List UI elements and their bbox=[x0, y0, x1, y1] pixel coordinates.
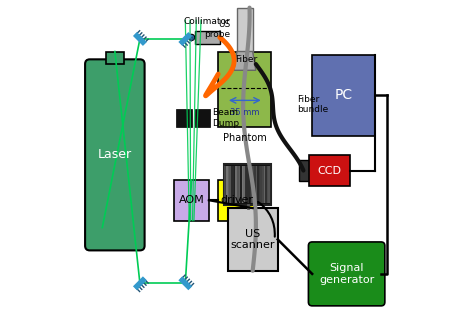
Text: Laser: Laser bbox=[98, 149, 132, 161]
Circle shape bbox=[189, 34, 195, 40]
FancyBboxPatch shape bbox=[85, 59, 145, 250]
Bar bbox=[231, 166, 232, 204]
Bar bbox=[245, 166, 246, 204]
Bar bbox=[225, 164, 272, 205]
Bar bbox=[309, 155, 350, 186]
Bar bbox=[225, 166, 226, 204]
FancyBboxPatch shape bbox=[309, 242, 385, 306]
Bar bbox=[267, 166, 268, 204]
Bar bbox=[176, 109, 191, 127]
Bar bbox=[195, 109, 210, 127]
Bar bbox=[265, 166, 267, 204]
Bar bbox=[226, 166, 228, 204]
Text: AOM: AOM bbox=[179, 195, 204, 205]
Bar bbox=[228, 166, 229, 204]
Text: Beam
Dump: Beam Dump bbox=[212, 108, 239, 128]
Bar bbox=[262, 166, 264, 204]
Bar bbox=[270, 166, 272, 204]
Bar bbox=[218, 52, 272, 127]
Text: Fiber
bundle: Fiber bundle bbox=[297, 95, 328, 114]
Text: Fiber: Fiber bbox=[236, 55, 258, 64]
Bar bbox=[259, 166, 261, 204]
Bar bbox=[236, 166, 237, 204]
Bar bbox=[264, 166, 265, 204]
Bar bbox=[246, 166, 248, 204]
Text: driver: driver bbox=[220, 195, 254, 205]
Bar bbox=[232, 166, 234, 204]
Text: Phantom: Phantom bbox=[223, 133, 267, 143]
Bar bbox=[268, 166, 270, 204]
Bar bbox=[261, 166, 262, 204]
Text: US
probe: US probe bbox=[205, 20, 231, 39]
Text: Signal
generator: Signal generator bbox=[319, 263, 374, 285]
Bar bbox=[242, 166, 243, 204]
Text: PC: PC bbox=[335, 88, 353, 102]
Bar bbox=[237, 8, 253, 52]
Bar bbox=[256, 166, 257, 204]
Text: US
scanner: US scanner bbox=[230, 229, 275, 250]
Bar bbox=[238, 166, 240, 204]
Bar bbox=[251, 166, 253, 204]
Bar bbox=[228, 208, 278, 271]
Bar bbox=[257, 166, 259, 204]
Bar bbox=[234, 166, 236, 204]
Text: 35 mm: 35 mm bbox=[230, 108, 260, 117]
Bar bbox=[218, 180, 256, 221]
Bar bbox=[240, 166, 242, 204]
Text: CCD: CCD bbox=[318, 166, 341, 175]
Bar bbox=[253, 166, 254, 204]
Bar bbox=[174, 180, 209, 221]
Bar bbox=[229, 166, 231, 204]
Bar bbox=[195, 31, 220, 44]
Bar bbox=[254, 166, 256, 204]
Bar bbox=[249, 166, 251, 204]
Bar bbox=[248, 166, 249, 204]
Bar bbox=[299, 160, 310, 181]
Bar bbox=[106, 52, 124, 64]
Polygon shape bbox=[234, 52, 256, 70]
Bar bbox=[237, 166, 238, 204]
Bar bbox=[243, 166, 245, 204]
Bar bbox=[312, 55, 375, 136]
Text: Collimator: Collimator bbox=[184, 17, 231, 27]
